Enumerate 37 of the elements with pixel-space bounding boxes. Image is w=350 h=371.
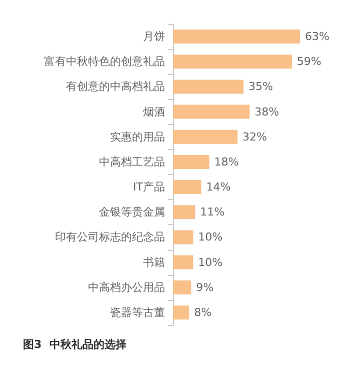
y-tick-label: 瓷器等古董 [110, 306, 165, 319]
y-tick-label: 书籍 [143, 256, 165, 269]
data-label: 63% [305, 30, 330, 44]
data-label: 59% [296, 55, 322, 68]
data-label: 8% [194, 306, 212, 319]
bar [173, 230, 194, 244]
y-tick-label: 富有中秋特色的创意礼品 [44, 55, 165, 68]
y-tick-label: 中高档办公用品 [88, 280, 165, 294]
bar [173, 104, 250, 119]
data-label: 9% [196, 280, 214, 294]
y-tick-label: 月饼 [143, 30, 165, 44]
y-tick-label: 中高档工艺品 [99, 155, 165, 168]
y-tick-label: 印有公司标志的纪念品 [55, 230, 165, 244]
bar [173, 280, 192, 294]
data-label: 38% [254, 105, 280, 118]
y-tick-label: 烟酒 [143, 105, 165, 118]
bar [173, 30, 300, 44]
bar [173, 205, 196, 220]
bar [173, 54, 292, 69]
bar [173, 80, 244, 94]
data-label: 18% [214, 155, 239, 168]
data-label: 10% [198, 256, 223, 269]
data-label: 32% [242, 130, 267, 144]
bar [173, 154, 210, 169]
y-tick-label: 有创意的中高档礼品 [66, 80, 165, 94]
y-tick-label: IT产品 [133, 180, 165, 194]
y-tick-label: 金银等贵金属 [99, 206, 165, 219]
data-label: 10% [198, 230, 223, 244]
data-label: 14% [206, 180, 231, 194]
bar [173, 180, 202, 194]
data-label: 35% [248, 80, 274, 94]
y-tick-label: 实惠的用品 [110, 130, 165, 144]
text: 图3 中秋礼品的选择 [23, 338, 126, 351]
bar [173, 305, 190, 320]
data-label: 11% [200, 206, 225, 219]
bar [173, 130, 238, 144]
bar [173, 255, 194, 270]
